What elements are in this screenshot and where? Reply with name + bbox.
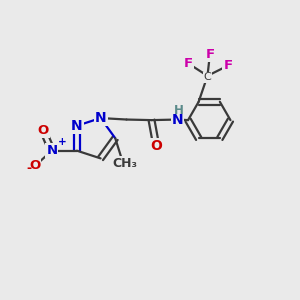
Text: O: O — [38, 124, 49, 137]
Text: -: - — [27, 163, 32, 176]
Text: C: C — [204, 72, 212, 82]
Text: N: N — [46, 144, 57, 157]
Text: F: F — [224, 59, 233, 72]
Text: H: H — [174, 103, 184, 117]
Text: N: N — [95, 111, 106, 125]
Text: O: O — [29, 160, 40, 172]
Text: F: F — [205, 48, 214, 61]
Text: +: + — [58, 137, 67, 147]
Text: CH₃: CH₃ — [112, 157, 137, 170]
Text: N: N — [71, 119, 83, 133]
Text: O: O — [150, 139, 162, 153]
Text: F: F — [184, 57, 193, 70]
Text: N: N — [172, 112, 183, 127]
